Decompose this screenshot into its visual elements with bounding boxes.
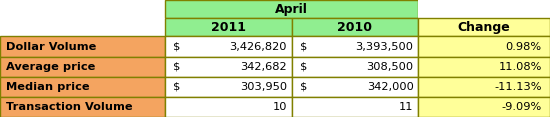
Text: 303,950: 303,950 (240, 82, 287, 92)
Text: 11.08%: 11.08% (498, 62, 542, 72)
Text: 2011: 2011 (211, 21, 246, 34)
Text: 342,682: 342,682 (240, 62, 287, 72)
Text: -9.09%: -9.09% (502, 102, 542, 112)
Text: $: $ (300, 62, 307, 72)
Bar (418, 18, 550, 36)
Bar (0, 57, 165, 77)
Text: Average price: Average price (6, 62, 95, 72)
Bar (418, 0, 550, 18)
Bar (418, 36, 550, 57)
Bar (165, 77, 292, 97)
Bar (292, 77, 418, 97)
Text: -11.13%: -11.13% (494, 82, 542, 92)
Bar (0, 0, 165, 18)
Bar (165, 97, 292, 117)
Bar (0, 77, 165, 97)
Text: $: $ (173, 42, 180, 51)
Bar (0, 18, 165, 36)
Text: 308,500: 308,500 (366, 62, 414, 72)
Text: 0.98%: 0.98% (505, 42, 542, 51)
Text: $: $ (173, 82, 180, 92)
Text: Change: Change (458, 21, 510, 34)
Bar (418, 57, 550, 77)
Text: April: April (275, 3, 308, 16)
Text: $: $ (300, 42, 307, 51)
Bar (292, 57, 418, 77)
Text: 2010: 2010 (337, 21, 372, 34)
Text: 3,426,820: 3,426,820 (229, 42, 287, 51)
Text: 11: 11 (399, 102, 414, 112)
Bar (418, 97, 550, 117)
Text: Transaction Volume: Transaction Volume (6, 102, 132, 112)
Text: Dollar Volume: Dollar Volume (6, 42, 96, 51)
Text: 10: 10 (273, 102, 287, 112)
Bar (165, 0, 418, 18)
Bar (292, 97, 418, 117)
Bar (292, 36, 418, 57)
Bar (165, 57, 292, 77)
Bar (0, 97, 165, 117)
Text: 342,000: 342,000 (367, 82, 414, 92)
Text: Median price: Median price (6, 82, 89, 92)
Bar (0, 36, 165, 57)
Bar (292, 18, 418, 36)
Text: $: $ (173, 62, 180, 72)
Bar (165, 36, 292, 57)
Bar (165, 18, 292, 36)
Text: $: $ (300, 82, 307, 92)
Text: 3,393,500: 3,393,500 (356, 42, 414, 51)
Bar (418, 77, 550, 97)
